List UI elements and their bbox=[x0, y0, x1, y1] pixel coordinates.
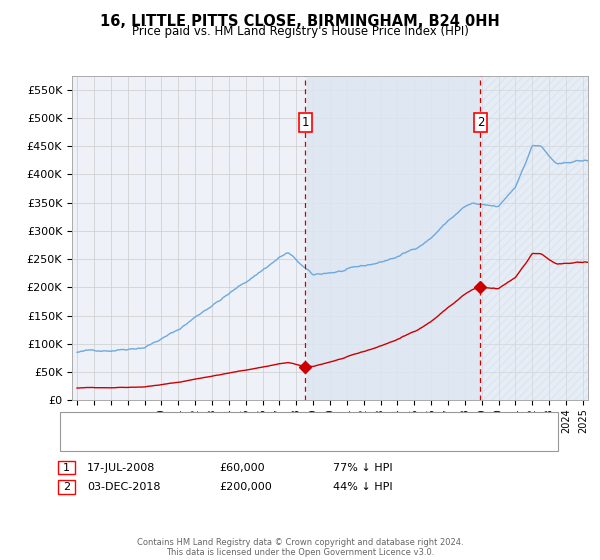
Text: 16, LITTLE PITTS CLOSE, BIRMINGHAM, B24 0HH: 16, LITTLE PITTS CLOSE, BIRMINGHAM, B24 … bbox=[100, 14, 500, 29]
Text: 77% ↓ HPI: 77% ↓ HPI bbox=[333, 463, 392, 473]
Text: £200,000: £200,000 bbox=[219, 482, 272, 492]
Text: 1: 1 bbox=[302, 116, 309, 129]
Text: 1: 1 bbox=[63, 463, 70, 473]
Text: Price paid vs. HM Land Registry's House Price Index (HPI): Price paid vs. HM Land Registry's House … bbox=[131, 25, 469, 38]
Text: 17-JUL-2008: 17-JUL-2008 bbox=[87, 463, 155, 473]
Text: £60,000: £60,000 bbox=[219, 463, 265, 473]
Text: HPI: Average price, detached house, Birmingham: HPI: Average price, detached house, Birm… bbox=[101, 435, 370, 445]
Text: 2: 2 bbox=[63, 482, 70, 492]
Text: 16, LITTLE PITTS CLOSE, BIRMINGHAM, B24 0HH (detached house): 16, LITTLE PITTS CLOSE, BIRMINGHAM, B24 … bbox=[101, 418, 464, 428]
Text: Contains HM Land Registry data © Crown copyright and database right 2024.
This d: Contains HM Land Registry data © Crown c… bbox=[137, 538, 463, 557]
Text: 44% ↓ HPI: 44% ↓ HPI bbox=[333, 482, 392, 492]
Text: 03-DEC-2018: 03-DEC-2018 bbox=[87, 482, 161, 492]
Text: 2: 2 bbox=[476, 116, 484, 129]
